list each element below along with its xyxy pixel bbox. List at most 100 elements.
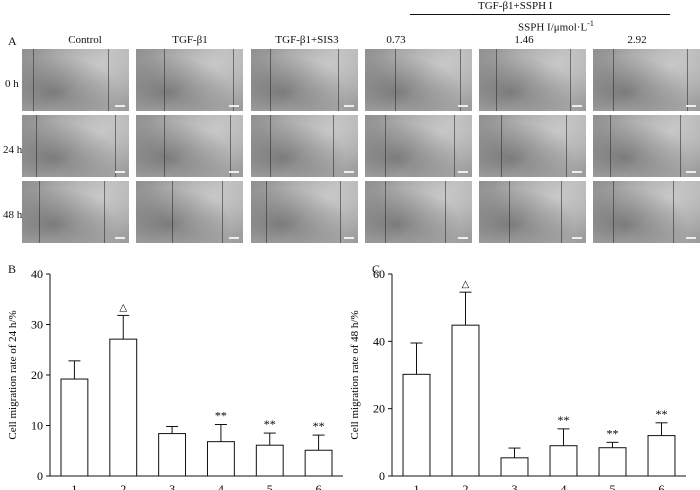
x-tick-label: 6 xyxy=(659,482,665,490)
scale-bar xyxy=(115,105,125,107)
micrograph-0h-col3 xyxy=(251,49,358,111)
y-tick-label: 60 xyxy=(373,267,385,281)
scratch-edge xyxy=(115,115,116,177)
y-tick-label: 40 xyxy=(31,267,43,281)
scratch-edge xyxy=(445,181,446,243)
scratch-edge xyxy=(509,181,510,243)
column-header-control: Control xyxy=(68,34,102,46)
significance-marker: ** xyxy=(607,426,619,440)
scale-bar xyxy=(458,171,468,173)
scratch-edge xyxy=(610,115,611,177)
y-tick-label: 0 xyxy=(379,469,385,483)
y-tick-label: 40 xyxy=(373,334,385,348)
scale-bar xyxy=(115,237,125,239)
micrograph-0h-col5 xyxy=(479,49,586,111)
bar xyxy=(158,433,187,477)
column-header-292: 2.92 xyxy=(627,34,647,46)
micrograph-48h-col2 xyxy=(136,181,243,243)
y-tick-label: 10 xyxy=(31,419,43,433)
bar xyxy=(647,435,676,477)
x-tick-label: 4 xyxy=(561,482,567,490)
scratch-edge xyxy=(333,115,334,177)
x-tick-label: 6 xyxy=(316,482,322,490)
micrograph-48h-col6 xyxy=(593,181,700,243)
bar xyxy=(598,447,627,477)
row-label-48h: 48 h xyxy=(3,209,23,221)
scale-bar xyxy=(344,237,354,239)
x-tick-label: 5 xyxy=(610,482,616,490)
scratch-edge xyxy=(266,181,267,243)
scale-bar xyxy=(686,105,696,107)
scratch-edge xyxy=(501,115,502,177)
x-tick-label: 1 xyxy=(414,482,420,490)
panel-c-label: C xyxy=(372,262,381,276)
significance-marker: ** xyxy=(558,413,570,427)
scratch-edge xyxy=(570,49,571,111)
x-tick-label: 2 xyxy=(120,482,126,490)
significance-marker: △ xyxy=(462,279,470,290)
scratch-edge xyxy=(270,49,271,111)
bar xyxy=(500,457,529,477)
scratch-edge xyxy=(395,49,396,111)
scale-bar xyxy=(229,171,239,173)
significance-marker: ** xyxy=(656,407,668,421)
scale-bar xyxy=(344,171,354,173)
scale-bar xyxy=(115,171,125,173)
row-label-24h: 24 h xyxy=(3,144,23,156)
scratch-edge xyxy=(385,115,386,177)
micrograph-24h-col5 xyxy=(479,115,586,177)
scratch-edge xyxy=(673,181,674,243)
column-header-073: 0.73 xyxy=(386,34,406,46)
concentration-exponent: -1 xyxy=(587,19,594,28)
scratch-edge xyxy=(36,115,37,177)
significance-marker: ** xyxy=(215,408,227,422)
scratch-edge xyxy=(164,115,165,177)
row-label-0h: 0 h xyxy=(5,78,19,90)
x-tick-label: 5 xyxy=(267,482,273,490)
scratch-edge xyxy=(108,49,109,111)
scale-bar xyxy=(344,105,354,107)
x-tick-label: 1 xyxy=(71,482,77,490)
scale-bar xyxy=(572,171,582,173)
micrograph-48h-col3 xyxy=(251,181,358,243)
scratch-edge xyxy=(270,115,271,177)
bar xyxy=(402,373,431,477)
y-tick-label: 0 xyxy=(37,469,43,483)
column-header-tgf: TGF-β1 xyxy=(172,34,208,46)
x-tick-label: 3 xyxy=(169,482,175,490)
scale-bar xyxy=(572,237,582,239)
bar xyxy=(255,444,284,477)
scratch-edge xyxy=(340,181,341,243)
bar xyxy=(304,449,333,477)
micrograph-24h-col6 xyxy=(593,115,700,177)
scale-bar xyxy=(229,237,239,239)
bar xyxy=(451,324,480,477)
scratch-edge xyxy=(39,181,40,243)
y-tick-label: 20 xyxy=(31,368,43,382)
group-title: TGF-β1+SSPH I xyxy=(478,0,553,12)
y-axis-label: Cell migration rate of 48 h/% xyxy=(350,310,361,439)
scratch-edge xyxy=(687,49,688,111)
panel-b-label: B xyxy=(8,262,17,276)
scratch-edge xyxy=(566,115,567,177)
y-tick-label: 20 xyxy=(373,402,385,416)
micrograph-48h-col1 xyxy=(22,181,129,243)
x-tick-label: 4 xyxy=(218,482,224,490)
scratch-edge xyxy=(104,181,105,243)
scratch-edge xyxy=(33,49,34,111)
column-header-146: 1.46 xyxy=(514,34,534,46)
bar xyxy=(60,378,89,477)
scale-bar xyxy=(686,237,696,239)
micrograph-48h-col4 xyxy=(365,181,472,243)
scratch-edge xyxy=(233,49,234,111)
micrograph-24h-col4 xyxy=(365,115,472,177)
scratch-edge xyxy=(164,49,165,111)
scratch-edge xyxy=(172,181,173,243)
y-axis-label: Cell migration rate of 24 h/% xyxy=(7,310,19,439)
scratch-edge xyxy=(561,181,562,243)
chart-c: 0 20 40 60 Cell migration rate of 48 h/% 1 △ 2 3… xyxy=(350,267,686,490)
scratch-edge xyxy=(338,49,339,111)
micrograph-24h-col2 xyxy=(136,115,243,177)
scale-bar xyxy=(458,237,468,239)
scratch-edge xyxy=(496,49,497,111)
